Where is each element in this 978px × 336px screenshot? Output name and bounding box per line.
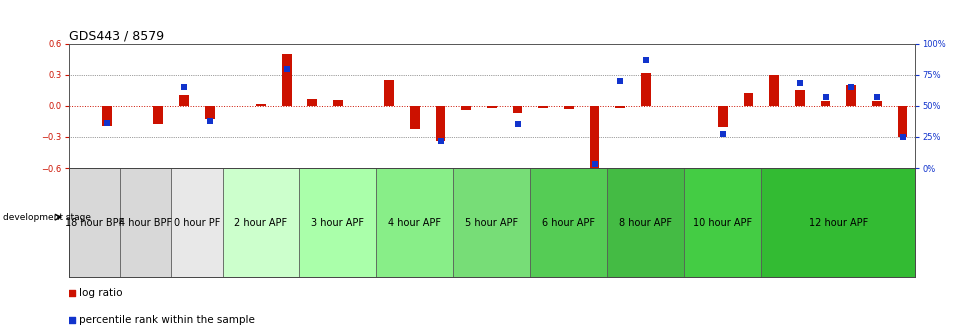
Point xyxy=(612,78,628,84)
Bar xyxy=(204,106,214,119)
Bar xyxy=(384,80,394,106)
Bar xyxy=(769,75,778,106)
Text: GDS443 / 8579: GDS443 / 8579 xyxy=(68,30,163,43)
Text: 0 hour PF: 0 hour PF xyxy=(173,218,220,227)
Text: 4 hour APF: 4 hour APF xyxy=(388,218,441,227)
Bar xyxy=(282,54,291,106)
Point xyxy=(99,121,114,126)
Bar xyxy=(487,106,496,108)
Text: 10 hour APF: 10 hour APF xyxy=(692,218,752,227)
Bar xyxy=(743,93,753,106)
Point xyxy=(638,57,653,62)
Bar xyxy=(717,106,727,127)
Bar xyxy=(684,168,761,277)
Bar xyxy=(171,168,222,277)
Point xyxy=(176,85,192,90)
Bar xyxy=(453,168,530,277)
Point xyxy=(842,85,858,90)
Bar xyxy=(641,73,650,106)
Point xyxy=(510,122,525,127)
Bar xyxy=(794,90,804,106)
Bar xyxy=(461,106,470,110)
Point xyxy=(868,94,884,100)
Bar xyxy=(845,85,855,106)
Text: 6 hour APF: 6 hour APF xyxy=(542,218,595,227)
Text: 4 hour BPF: 4 hour BPF xyxy=(119,218,172,227)
Bar xyxy=(179,95,189,106)
Bar xyxy=(256,104,266,106)
Bar xyxy=(377,168,453,277)
Text: 5 hour APF: 5 hour APF xyxy=(465,218,518,227)
Point xyxy=(894,134,910,140)
Bar xyxy=(299,168,377,277)
Bar xyxy=(615,106,625,108)
Text: percentile rank within the sample: percentile rank within the sample xyxy=(79,316,255,326)
Bar xyxy=(512,106,522,113)
Bar xyxy=(538,106,548,108)
Bar xyxy=(102,106,111,126)
Bar xyxy=(154,106,163,125)
Bar xyxy=(119,168,171,277)
Point xyxy=(791,81,807,86)
Text: development stage: development stage xyxy=(4,213,91,222)
Bar xyxy=(222,168,299,277)
Point xyxy=(279,66,294,71)
Bar xyxy=(410,106,420,129)
Point xyxy=(340,192,356,197)
Bar xyxy=(897,106,907,137)
Bar xyxy=(68,168,119,277)
Point xyxy=(201,118,217,123)
Text: log ratio: log ratio xyxy=(79,288,122,298)
Text: 12 hour APF: 12 hour APF xyxy=(808,218,867,227)
Bar xyxy=(563,106,573,109)
Point xyxy=(714,132,730,137)
Point xyxy=(817,94,832,100)
Point xyxy=(432,138,448,143)
Text: 18 hour BPF: 18 hour BPF xyxy=(65,218,123,227)
Bar xyxy=(761,168,914,277)
Bar xyxy=(307,98,317,106)
Bar xyxy=(530,168,606,277)
Text: 3 hour APF: 3 hour APF xyxy=(311,218,364,227)
Bar xyxy=(435,106,445,141)
Bar xyxy=(333,100,342,106)
Bar xyxy=(606,168,684,277)
Bar xyxy=(820,101,829,106)
Point xyxy=(586,162,601,167)
Text: 2 hour APF: 2 hour APF xyxy=(234,218,288,227)
Bar xyxy=(871,101,881,106)
Text: 8 hour APF: 8 hour APF xyxy=(619,218,672,227)
Bar xyxy=(589,106,599,169)
